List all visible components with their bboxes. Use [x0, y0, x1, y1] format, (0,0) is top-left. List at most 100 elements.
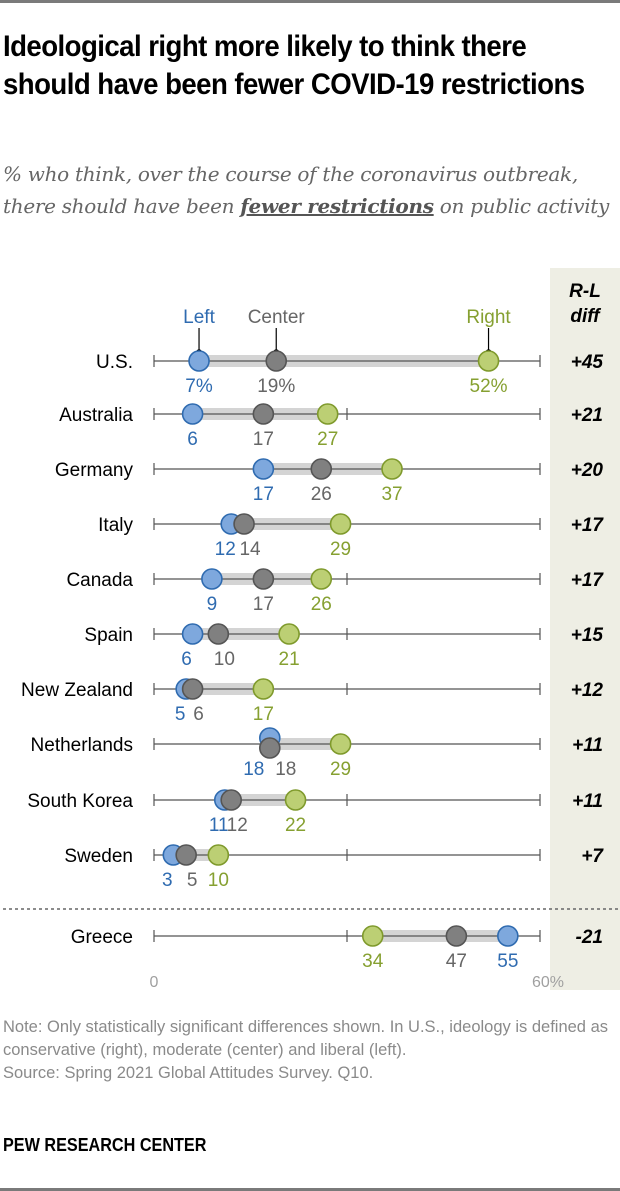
country-label: Italy: [98, 515, 133, 536]
value-label-left: 6: [187, 429, 198, 450]
x-tick-label: 0: [150, 974, 159, 991]
dot-center: [252, 403, 275, 425]
dot-left: [181, 623, 204, 645]
dot-right: [278, 623, 300, 645]
country-label: U.S.: [96, 352, 133, 373]
dot-center: [220, 789, 242, 811]
value-label-left: 3: [162, 870, 173, 891]
dot-right: [329, 733, 352, 755]
value-label-right: 21: [279, 649, 300, 670]
chart-subtitle: % who think, over the course of the coro…: [3, 158, 615, 222]
value-label-right: 26: [311, 594, 332, 615]
dot-right: [316, 403, 339, 425]
diff-value: +11: [572, 791, 603, 812]
source-text: Source: Spring 2021 Global Attitudes Sur…: [3, 1064, 374, 1082]
country-label: Australia: [59, 405, 133, 426]
value-label-left: 5: [175, 704, 186, 725]
dot-left: [181, 403, 204, 425]
dot-right: [329, 513, 352, 535]
chart-note: Note: Only statistically significant dif…: [3, 1016, 615, 1085]
subtitle-emphasis: fewer restrictions: [240, 194, 434, 218]
legend-label-right: Right: [466, 307, 511, 328]
value-label-left: 17: [253, 484, 274, 505]
country-label: Greece: [71, 927, 133, 948]
top-rule: [0, 0, 620, 3]
value-label-right: 37: [381, 484, 402, 505]
value-label-center: 14: [239, 539, 261, 560]
bottom-rule: [0, 1188, 620, 1191]
value-label-left: 6: [181, 649, 192, 670]
value-label-center: 12: [227, 815, 248, 836]
value-label-left: 7%: [185, 376, 213, 397]
diff-value: +20: [571, 460, 604, 481]
value-label-center: 47: [446, 951, 467, 972]
chart-title: Ideological right more likely to think t…: [3, 30, 585, 101]
dot-center: [265, 350, 288, 372]
dot-center: [445, 925, 468, 947]
legend-label-center: Center: [248, 307, 306, 328]
dot-range-chart: Left Center Right R-L diff U.S. 7% 19% 52% +45 Aus…: [3, 281, 620, 991]
dot-left: [188, 350, 210, 372]
dot-center: [310, 458, 333, 480]
country-label: Canada: [66, 570, 133, 591]
country-label: Germany: [55, 460, 134, 481]
diff-value: +11: [572, 735, 603, 756]
value-label-center: 17: [253, 429, 274, 450]
x-tick-label: 60%: [532, 974, 564, 991]
subtitle-text: % who think, over the course of the coro…: [3, 162, 578, 218]
diff-value: +17: [571, 570, 605, 591]
diff-value: +12: [571, 680, 604, 701]
value-label-right: 29: [330, 759, 351, 780]
subtitle-text-end: on public activity: [433, 194, 610, 218]
dot-left: [201, 568, 223, 590]
note-text: Note: Only statistically significant dif…: [3, 1018, 608, 1059]
dot-right: [381, 458, 403, 480]
dot-right: [361, 925, 384, 947]
diff-value: +45: [571, 352, 604, 373]
value-label-right: 27: [317, 429, 338, 450]
diff-value: +17: [571, 515, 605, 536]
dot-right: [252, 678, 275, 700]
dot-left: [252, 458, 275, 480]
dot-center: [207, 623, 230, 645]
value-label-right: 10: [208, 870, 229, 891]
dot-right: [284, 789, 307, 811]
value-label-left: 11: [209, 815, 229, 836]
value-label-center: 10: [214, 649, 235, 670]
value-label-left: 12: [215, 539, 236, 560]
dot-right: [207, 844, 230, 866]
diff-header: R-L: [569, 281, 601, 302]
diff-value: -21: [576, 927, 603, 948]
country-label: New Zealand: [21, 680, 133, 701]
value-label-center: 19%: [257, 376, 295, 397]
value-label-center: 26: [311, 484, 332, 505]
dot-center: [258, 737, 281, 759]
diff-value: +15: [571, 625, 604, 646]
value-label-left: 18: [243, 759, 264, 780]
value-label-center: 6: [193, 704, 204, 725]
country-label: Sweden: [64, 846, 133, 867]
dot-right: [310, 568, 333, 590]
dot-center: [233, 513, 255, 535]
country-label: Netherlands: [31, 735, 133, 756]
diff-column-background: [550, 268, 620, 990]
dot-right: [477, 350, 500, 372]
value-label-right: 29: [330, 539, 351, 560]
value-label-center: 18: [275, 759, 296, 780]
diff-value: +21: [571, 405, 603, 426]
dot-center: [181, 678, 204, 700]
value-label-right: 22: [285, 815, 306, 836]
diff-header: diff: [570, 306, 601, 327]
value-label-left: 55: [497, 951, 518, 972]
value-label-right: 17: [253, 704, 274, 725]
brand-logo-text: PEW RESEARCH CENTER: [3, 1135, 207, 1155]
dot-left: [497, 925, 519, 947]
value-label-center: 17: [253, 594, 274, 615]
dot-center: [252, 568, 275, 590]
country-label: South Korea: [27, 791, 133, 812]
value-label-right: 34: [362, 951, 384, 972]
country-label: Spain: [84, 625, 133, 646]
diff-value: +7: [581, 846, 604, 867]
value-label-left: 9: [207, 594, 218, 615]
legend-label-left: Left: [183, 307, 215, 328]
